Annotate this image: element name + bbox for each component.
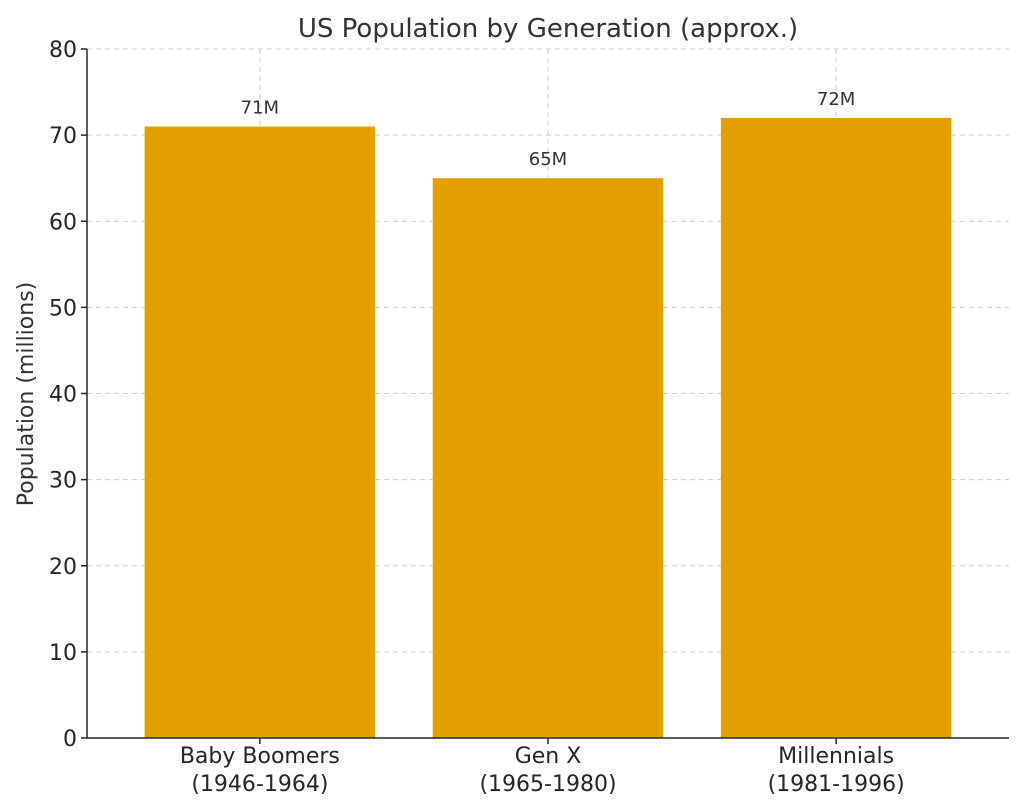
- chart-title: US Population by Generation (approx.): [298, 14, 798, 44]
- x-category-label: Millennials: [778, 744, 894, 769]
- y-tick-label: 70: [49, 124, 77, 149]
- y-tick-label: 60: [49, 210, 77, 235]
- y-tick-label: 10: [49, 641, 77, 666]
- x-category-label: (1946-1964): [191, 772, 328, 797]
- y-tick-label: 40: [49, 383, 77, 408]
- bar-1: [432, 178, 664, 738]
- y-axis-label: Population (millions): [14, 282, 39, 507]
- labels: 0 10 20 30 40 50 60 70 80 71M Baby Boomers (1946-19…: [49, 38, 905, 797]
- bar-0: [144, 126, 376, 738]
- y-tick-label: 0: [63, 727, 77, 752]
- x-category-label: Gen X: [515, 744, 582, 769]
- x-category-label: Baby Boomers: [180, 744, 340, 769]
- y-tick-label: 80: [49, 38, 77, 63]
- bars: [144, 117, 952, 738]
- y-tick-label: 50: [49, 296, 77, 321]
- x-category-label: (1965-1980): [479, 772, 616, 797]
- bar-2: [720, 117, 952, 738]
- bar-data-label: 65M: [529, 149, 567, 170]
- bar-data-label: 72M: [817, 89, 855, 110]
- bar-data-label: 71M: [241, 98, 279, 119]
- axes: [81, 48, 1009, 744]
- x-category-label: (1981-1996): [768, 772, 905, 797]
- y-tick-label: 30: [49, 469, 77, 494]
- y-tick-label: 20: [49, 555, 77, 580]
